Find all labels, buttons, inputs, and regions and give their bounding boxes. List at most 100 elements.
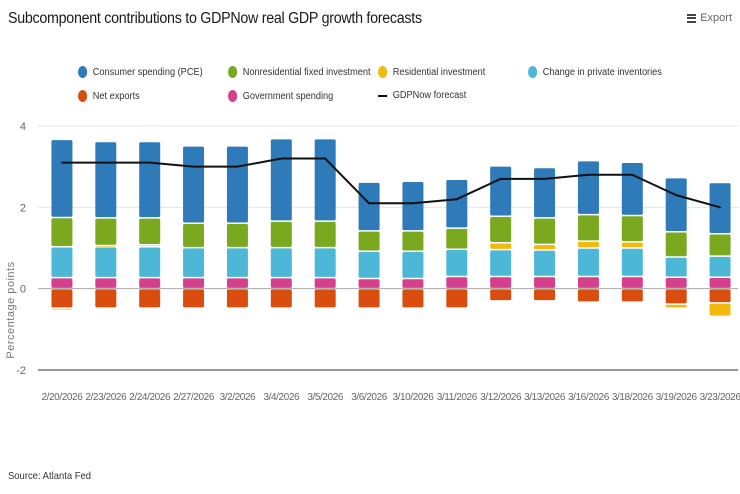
legend-item-nx[interactable]: Net exports: [78, 90, 140, 102]
bar-segment-gov[interactable]: [446, 277, 468, 288]
bar-segment-res[interactable]: [534, 245, 556, 250]
bar-segment-pce[interactable]: [358, 182, 380, 231]
bar-segment-nrfi[interactable]: [709, 234, 731, 256]
bar-segment-res[interactable]: [621, 242, 643, 248]
bar-segment-nrfi[interactable]: [270, 221, 292, 247]
bar-segment-nrfi[interactable]: [139, 218, 161, 244]
bar-segment-pce[interactable]: [402, 182, 424, 231]
bar-segment-nrfi[interactable]: [51, 218, 73, 247]
bar-segment-nx[interactable]: [534, 289, 556, 301]
bar-segment-gov[interactable]: [183, 278, 205, 288]
bar-segment-nx[interactable]: [270, 289, 292, 308]
bar-segment-cpi[interactable]: [270, 248, 292, 277]
legend-item-pce[interactable]: Consumer spending (PCE): [78, 66, 203, 78]
bar-segment-nrfi[interactable]: [314, 221, 336, 247]
bar-segment-nx[interactable]: [402, 289, 424, 308]
bar-segment-nrfi[interactable]: [577, 215, 599, 241]
bar-segment-nrfi[interactable]: [534, 218, 556, 244]
gdpnow-point[interactable]: [719, 206, 721, 209]
bar-segment-res[interactable]: [95, 246, 117, 247]
bar-segment-nx[interactable]: [577, 289, 599, 302]
bar-segment-nx[interactable]: [358, 289, 380, 308]
bar-segment-nrfi[interactable]: [490, 217, 512, 242]
bar-segment-res[interactable]: [51, 308, 73, 310]
bar-segment-cpi[interactable]: [577, 248, 599, 276]
bar-segment-pce[interactable]: [183, 146, 205, 223]
bar-segment-cpi[interactable]: [358, 252, 380, 278]
bar-segment-pce[interactable]: [490, 166, 512, 216]
bar-segment-gov[interactable]: [709, 278, 731, 288]
bar-segment-gov[interactable]: [490, 277, 512, 288]
legend-item-res[interactable]: Residential investment: [378, 66, 485, 78]
bar-segment-gov[interactable]: [665, 278, 687, 288]
bar-segment-nx[interactable]: [183, 289, 205, 308]
bar-segment-cpi[interactable]: [226, 248, 248, 277]
bar-segment-cpi[interactable]: [95, 247, 117, 277]
bar-segment-gov[interactable]: [534, 277, 556, 288]
legend-item-gov[interactable]: Government spending: [228, 90, 333, 102]
bar-segment-cpi[interactable]: [446, 249, 468, 276]
bar-segment-gov[interactable]: [402, 279, 424, 288]
bar-segment-gov[interactable]: [270, 278, 292, 288]
bar-segment-pce[interactable]: [139, 142, 161, 218]
bar-segment-gov[interactable]: [577, 277, 599, 288]
bar-segment-gov[interactable]: [51, 278, 73, 288]
bar-segment-nx[interactable]: [709, 289, 731, 303]
gdpnow-point[interactable]: [631, 174, 634, 176]
bar-segment-gov[interactable]: [314, 278, 336, 288]
bar-segment-cpi[interactable]: [183, 248, 205, 277]
bar-segment-nx[interactable]: [95, 289, 117, 308]
bar-segment-pce[interactable]: [226, 146, 248, 223]
bar-segment-pce[interactable]: [577, 161, 599, 214]
gdpnow-point[interactable]: [456, 198, 458, 200]
bar-segment-pce[interactable]: [51, 140, 73, 217]
bar-segment-cpi[interactable]: [665, 257, 687, 277]
bar-segment-cpi[interactable]: [314, 248, 336, 277]
gdpnow-line[interactable]: [61, 157, 721, 209]
gdpnow-point[interactable]: [368, 202, 370, 205]
bar-segment-pce[interactable]: [665, 178, 687, 231]
bar-segment-res[interactable]: [577, 241, 599, 248]
gdpnow-point[interactable]: [587, 174, 590, 176]
legend-item-nrfi[interactable]: Nonresidential fixed investment: [228, 66, 371, 78]
bar-segment-nx[interactable]: [139, 289, 161, 308]
bar-segment-nx[interactable]: [314, 289, 336, 308]
bar-segment-pce[interactable]: [270, 139, 292, 221]
bar-segment-pce[interactable]: [314, 139, 336, 221]
bar-segment-nrfi[interactable]: [95, 218, 117, 245]
gdpnow-point[interactable]: [192, 165, 195, 168]
bar-segment-cpi[interactable]: [139, 247, 161, 277]
bar-segment-nx[interactable]: [621, 289, 643, 302]
bar-segment-res[interactable]: [709, 303, 731, 316]
gdpnow-point[interactable]: [543, 178, 546, 180]
bar-segment-nx[interactable]: [665, 289, 687, 304]
bar-segment-nx[interactable]: [490, 289, 512, 301]
bar-segment-cpi[interactable]: [490, 250, 512, 276]
bar-segment-nrfi[interactable]: [183, 223, 205, 247]
bar-segment-gov[interactable]: [621, 277, 643, 288]
bar-segment-cpi[interactable]: [402, 252, 424, 278]
bar-segment-pce[interactable]: [621, 162, 643, 215]
bar-segment-res[interactable]: [490, 243, 512, 249]
bar-segment-nrfi[interactable]: [226, 223, 248, 247]
bar-segment-nx[interactable]: [51, 289, 73, 308]
legend-item-cpi[interactable]: Change in private inventories: [528, 66, 662, 78]
bar-segment-cpi[interactable]: [709, 256, 731, 277]
bar-segment-nx[interactable]: [446, 289, 468, 308]
bar-segment-nrfi[interactable]: [402, 231, 424, 251]
legend-item-gdpnow[interactable]: GDPNow forecast: [378, 90, 466, 101]
bar-segment-pce[interactable]: [446, 180, 468, 228]
bar-segment-gov[interactable]: [95, 278, 117, 288]
gdpnow-point[interactable]: [280, 157, 283, 160]
gdpnow-point[interactable]: [61, 161, 63, 164]
bar-segment-pce[interactable]: [709, 183, 731, 234]
bar-segment-nrfi[interactable]: [665, 232, 687, 257]
bar-segment-cpi[interactable]: [534, 250, 556, 276]
bar-segment-nrfi[interactable]: [446, 228, 468, 249]
bar-segment-cpi[interactable]: [51, 247, 73, 277]
bar-segment-nrfi[interactable]: [358, 231, 380, 251]
bar-segment-res[interactable]: [665, 304, 687, 308]
bar-segment-pce[interactable]: [534, 168, 556, 218]
export-button[interactable]: Export: [687, 12, 732, 24]
gdpnow-point[interactable]: [148, 161, 151, 164]
